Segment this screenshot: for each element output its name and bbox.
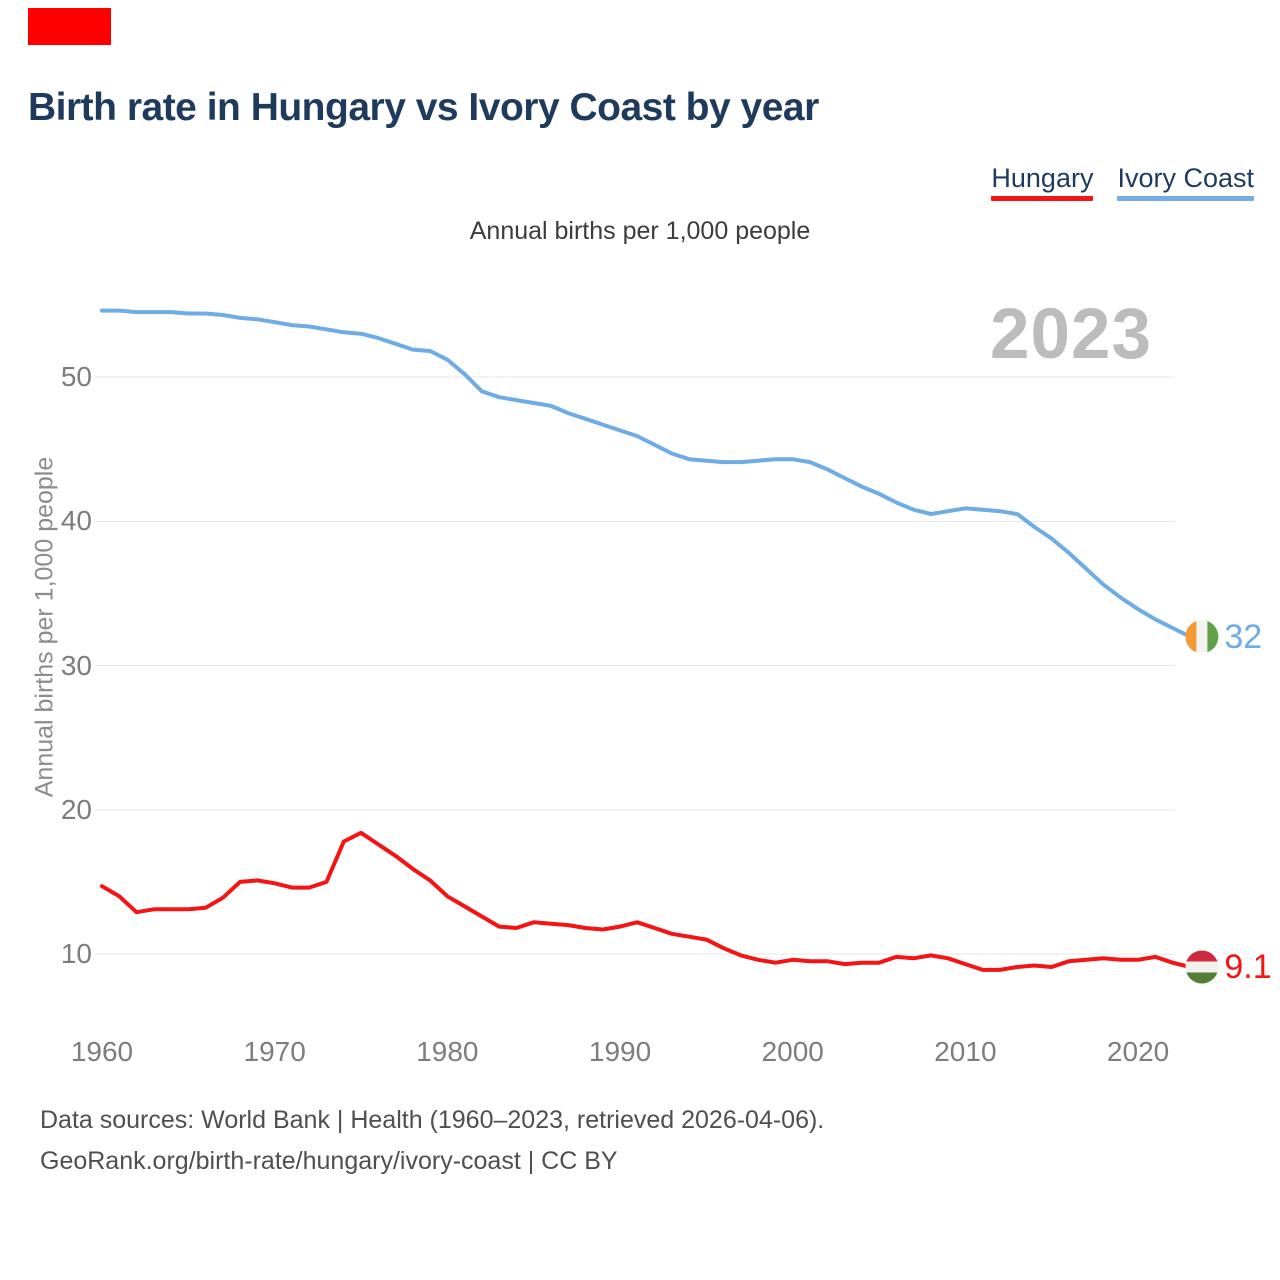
x-tick-label: 2010: [934, 1036, 997, 1067]
legend-label-ivory-coast: Ivory Coast: [1117, 163, 1254, 193]
legend-item-hungary[interactable]: Hungary: [991, 163, 1094, 201]
hungary-line[interactable]: [100, 830, 1192, 972]
legend-swatch-hungary: [991, 196, 1094, 201]
x-tick-label: 1970: [243, 1036, 306, 1067]
x-tick-label: 1990: [588, 1036, 652, 1067]
footer-url: GeoRank.org/birth-rate/hungary/ivory-coa…: [40, 1147, 618, 1175]
x-tick-label: 1980: [416, 1036, 479, 1067]
ivory-coast-end-value: 32: [1224, 617, 1263, 656]
y-tick-label: 50: [60, 361, 92, 392]
x-tick-label: 2000: [761, 1036, 824, 1067]
footer-sources: Data sources: World Bank | Health (1960–…: [40, 1106, 825, 1134]
y-tick-label: 20: [60, 793, 92, 825]
y-tick-label: 10: [60, 938, 92, 969]
y-tick-label: 30: [60, 649, 92, 681]
legend-item-ivory-coast[interactable]: Ivory Coast: [1117, 163, 1254, 201]
footer: Data sources: World Bank | Health (1960–…: [40, 1100, 824, 1182]
red-marker: [28, 8, 111, 45]
watermark-year: 2023: [990, 295, 1152, 374]
page-title: Birth rate in Hungary vs Ivory Coast by …: [28, 86, 819, 129]
ivory-coast-line[interactable]: [100, 308, 1192, 639]
chart-subtitle: Annual births per 1,000 people: [469, 217, 811, 245]
legend-swatch-ivory-coast: [1117, 196, 1254, 201]
x-tick-label: 2020: [1106, 1036, 1170, 1067]
hungary-end-value: 9.1: [1224, 947, 1272, 986]
ivory-coast-flag-icon: [1185, 620, 1219, 654]
legend-label-hungary: Hungary: [991, 163, 1094, 193]
y-tick-label: 40: [60, 505, 92, 537]
legend: Hungary Ivory Coast: [991, 163, 1254, 201]
hungary-flag-icon: [1185, 950, 1219, 984]
x-tick-label: 1960: [70, 1036, 134, 1067]
